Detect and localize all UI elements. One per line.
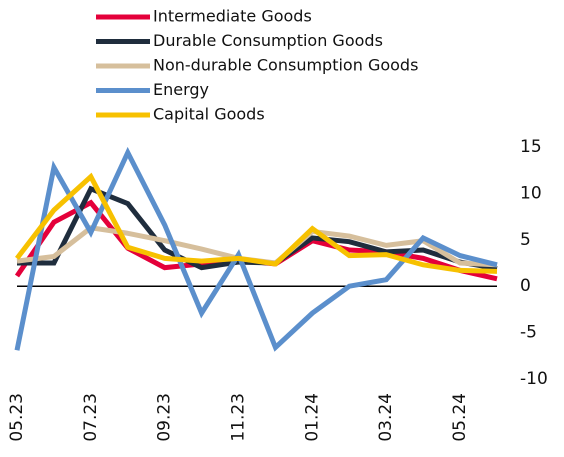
x-tick-label: 09.23 xyxy=(155,393,175,442)
legend-label: Non-durable Consumption Goods xyxy=(153,56,418,75)
x-tick-label: 11.23 xyxy=(229,393,249,442)
x-tick-label: 07.23 xyxy=(81,393,101,442)
y-tick-label: 5 xyxy=(520,230,531,250)
x-tick-label: 05.23 xyxy=(7,393,27,442)
y-tick-label: 0 xyxy=(520,276,531,296)
x-tick-label: 05.24 xyxy=(450,393,470,442)
legend-label: Intermediate Goods xyxy=(153,7,312,26)
x-tick-label: 01.24 xyxy=(302,393,322,442)
y-tick-label: 15 xyxy=(520,137,542,157)
legend-label: Capital Goods xyxy=(153,105,265,124)
series-line xyxy=(14,146,498,352)
y-tick-label: -5 xyxy=(520,323,537,343)
y-tick-label: -10 xyxy=(520,369,548,389)
legend-label: Energy xyxy=(153,80,209,99)
legend-label: Durable Consumption Goods xyxy=(153,31,383,50)
series-line xyxy=(15,172,498,274)
x-tick-label: 03.24 xyxy=(376,393,396,442)
y-tick-label: 10 xyxy=(520,183,542,203)
